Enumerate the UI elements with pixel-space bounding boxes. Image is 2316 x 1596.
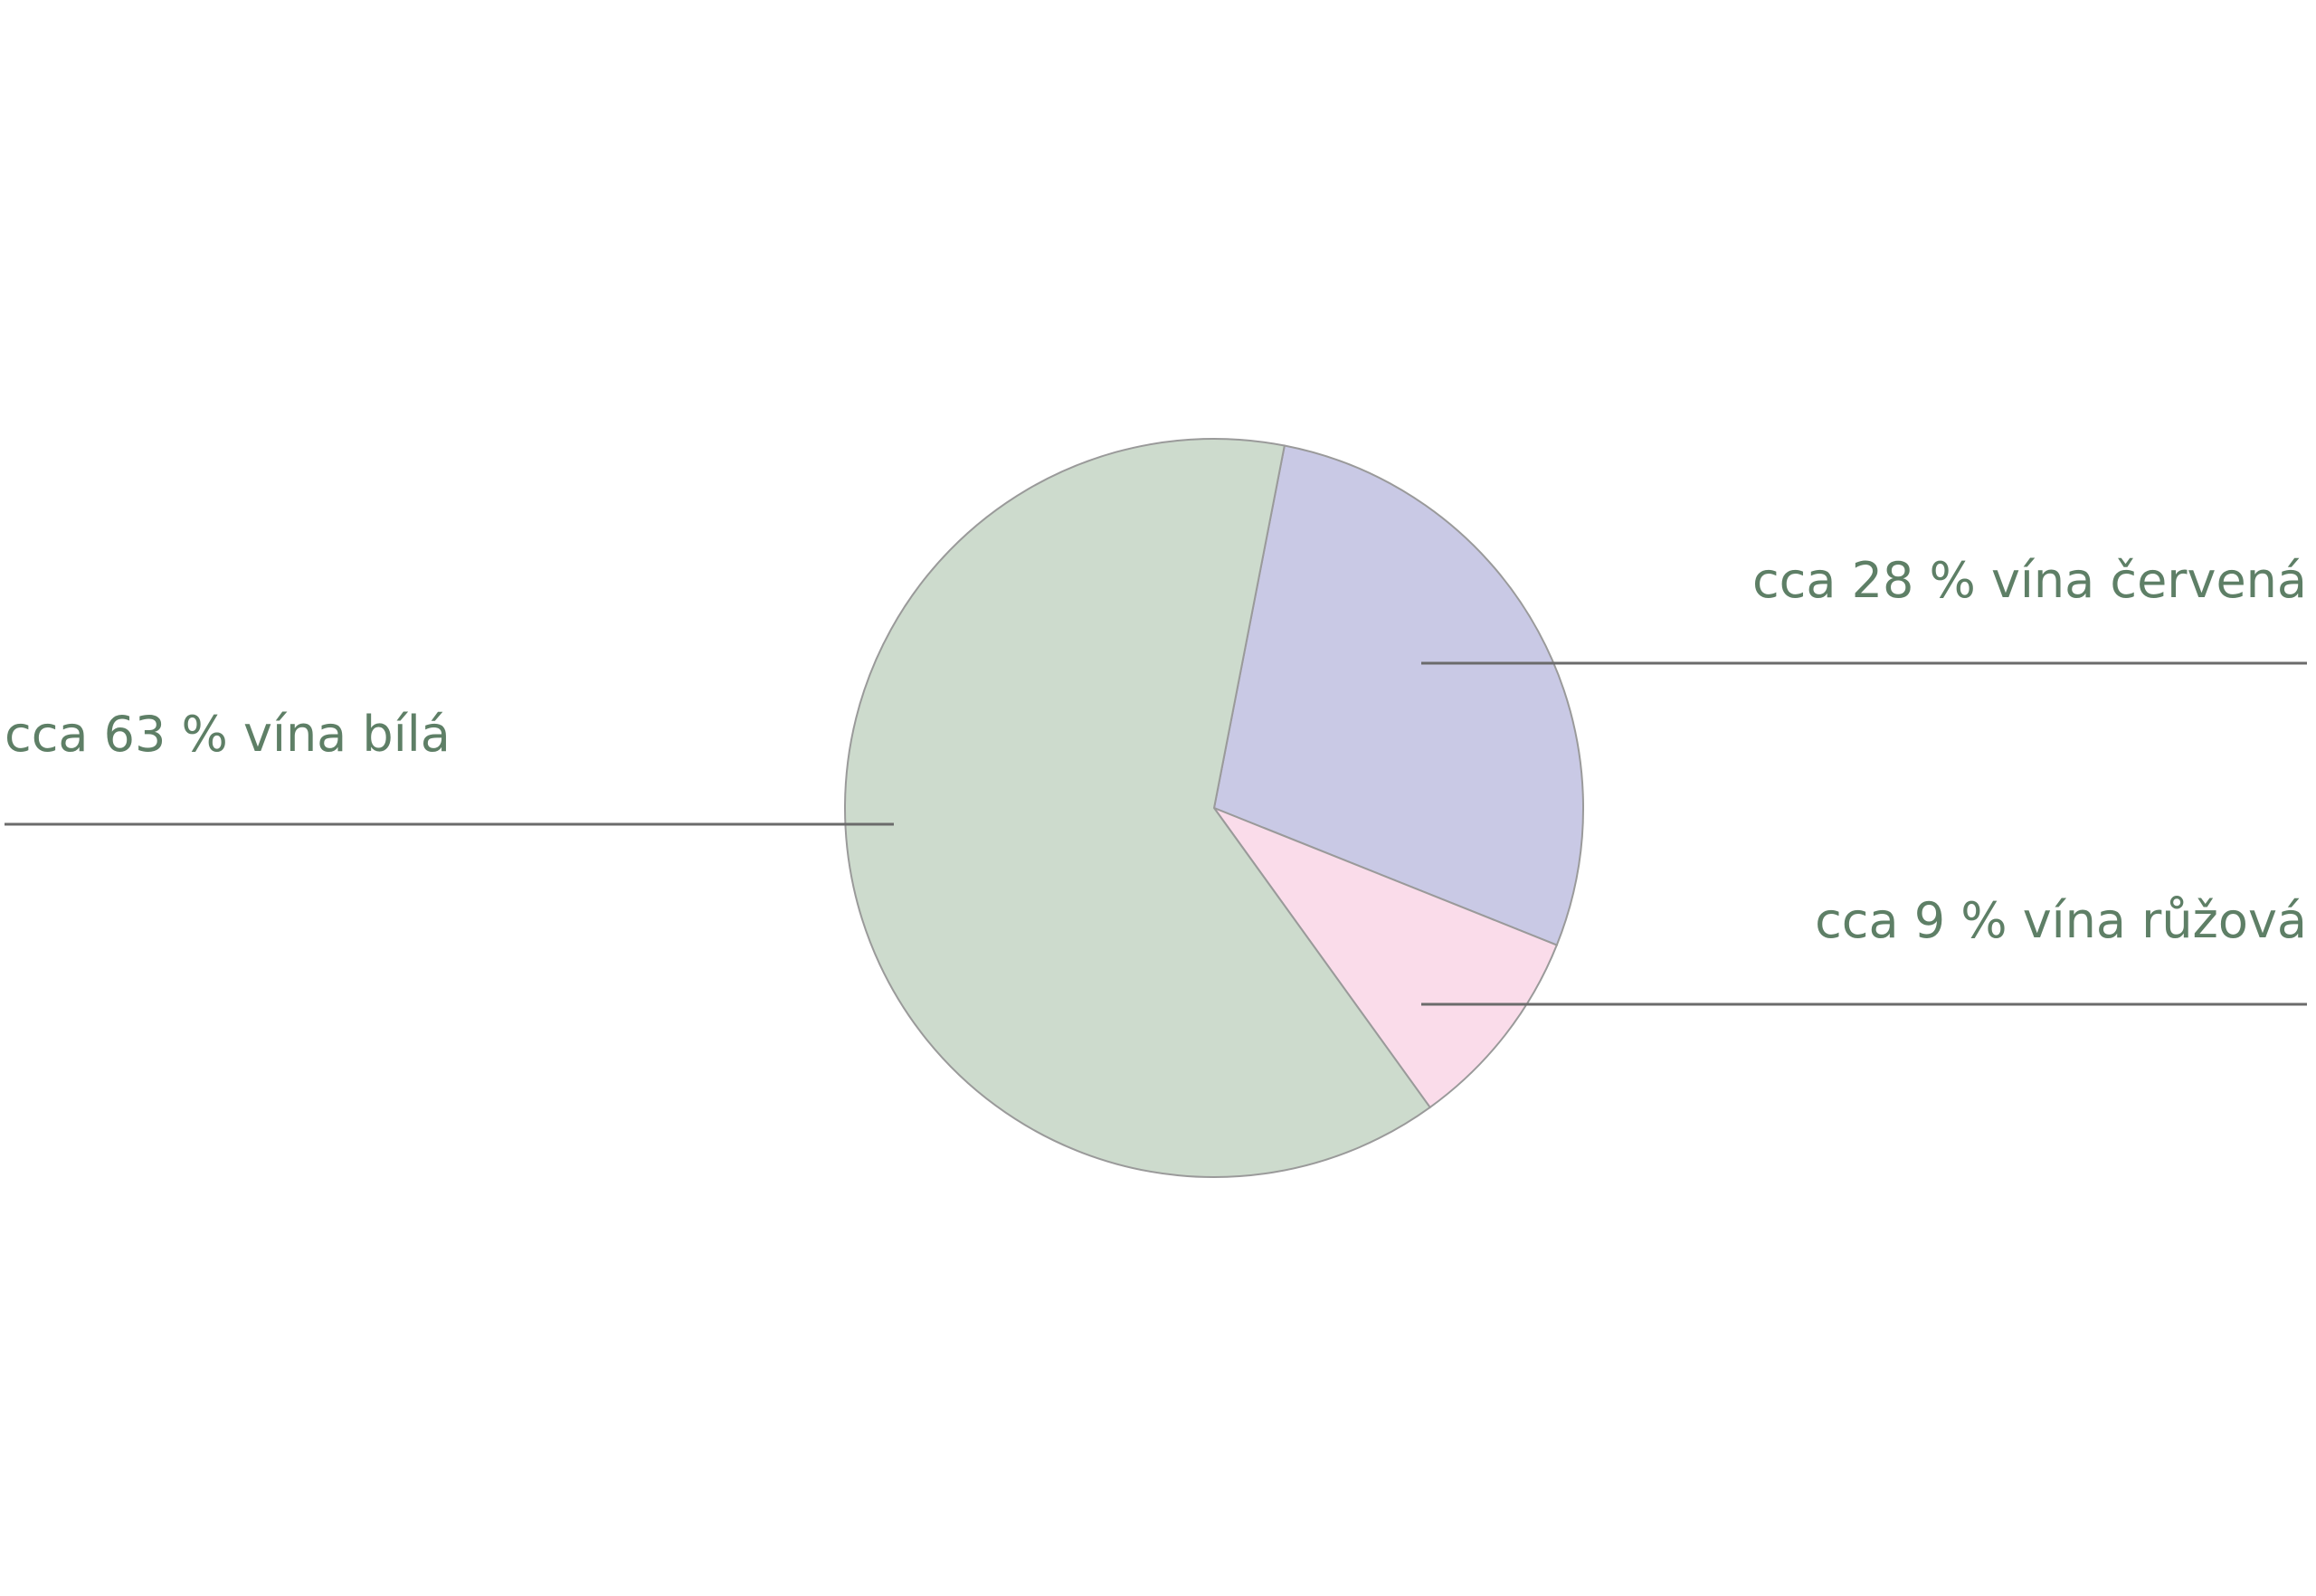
- pie-slice: [1212, 444, 1584, 946]
- pie-slice: [844, 438, 1432, 1178]
- slice-label: cca 9 % vína růžová: [1815, 892, 2307, 949]
- slice-label: cca 63 % vína bílá: [5, 706, 451, 763]
- pie-slice: [1211, 805, 1559, 1109]
- slice-label: cca 28 % vína červená: [1752, 552, 2307, 609]
